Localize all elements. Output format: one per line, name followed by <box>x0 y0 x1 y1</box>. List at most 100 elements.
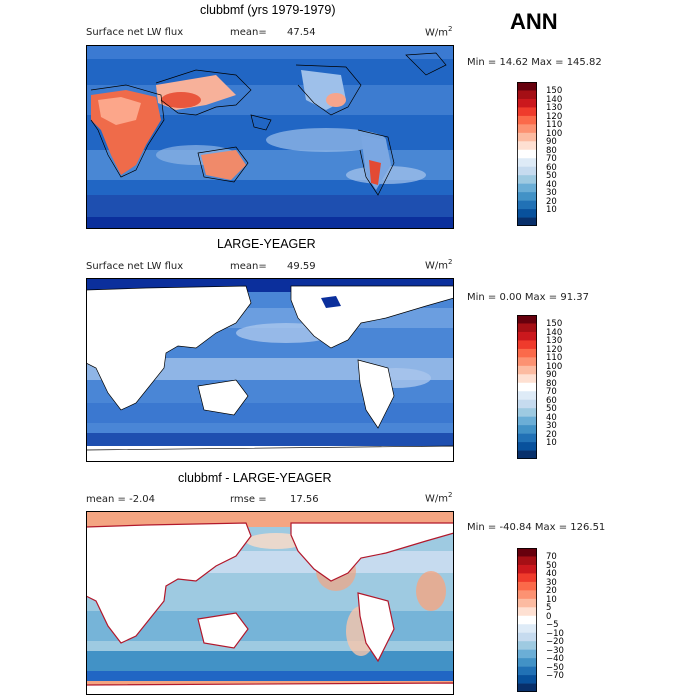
colorbar-swatch <box>517 124 537 134</box>
panel3-mean: mean = -2.04 <box>86 494 155 505</box>
panel2-map <box>86 278 454 462</box>
colorbar-tick-label: −20 <box>546 637 564 648</box>
panel3-units: W/m2 <box>425 491 453 505</box>
colorbar-swatch <box>517 374 537 384</box>
panel2-mean-value: 49.59 <box>287 261 316 272</box>
colorbar-tick-label: 120 <box>546 344 563 355</box>
colorbar-swatch <box>517 632 537 642</box>
colorbar-swatch <box>517 683 537 692</box>
season-label: ANN <box>510 9 558 34</box>
colorbar-tick-label: 80 <box>546 378 557 389</box>
panel3-rmse-value: 17.56 <box>290 494 319 505</box>
colorbar-tick-label: 140 <box>546 327 563 338</box>
colorbar-tick-label: 30 <box>546 188 557 199</box>
panel2-colorbar-labels: 150 140 130 120 110 100 90 80 70 60 50 40 30 20 10 <box>546 316 586 460</box>
colorbar-swatch <box>517 209 537 218</box>
colorbar-swatch <box>517 666 537 676</box>
colorbar-tick-label: 150 <box>546 319 563 330</box>
colorbar-swatch <box>517 564 537 574</box>
colorbar-swatch <box>517 348 537 358</box>
colorbar-swatch <box>517 391 537 401</box>
colorbar-swatch <box>517 556 537 566</box>
colorbar-swatch <box>517 166 537 176</box>
colorbar-tick-label: 70 <box>546 154 557 165</box>
colorbar-tick-label: 20 <box>546 196 557 207</box>
colorbar-swatch <box>517 115 537 125</box>
colorbar-tick-label: −10 <box>546 628 564 639</box>
panel1-mean-label: mean= <box>230 27 267 38</box>
colorbar-tick-label: 30 <box>546 421 557 432</box>
panel2-colorbar <box>517 315 537 459</box>
colorbar-swatch <box>517 183 537 193</box>
colorbar-tick-label: 10 <box>546 205 557 216</box>
colorbar-tick-label: −30 <box>546 645 564 656</box>
colorbar-swatch <box>517 340 537 350</box>
colorbar-tick-label: 80 <box>546 145 557 156</box>
colorbar-tick-label: 50 <box>546 560 557 571</box>
colorbar-tick-label: 120 <box>546 111 563 122</box>
colorbar-tick-label: 70 <box>546 387 557 398</box>
colorbar-tick-label: 110 <box>546 353 563 364</box>
colorbar-swatch <box>517 90 537 100</box>
colorbar-swatch <box>517 217 537 226</box>
colorbar-tick-label: 90 <box>546 370 557 381</box>
colorbar-swatch <box>517 590 537 600</box>
colorbar-swatch <box>517 141 537 151</box>
panel2-mean-label: mean= <box>230 261 267 272</box>
colorbar-swatch <box>517 641 537 650</box>
panel3-colorbar-labels: 70 50 40 30 20 10 5 0 −5 −10 −20 −30 −40 −50 −70 <box>546 549 586 693</box>
colorbar-tick-label: 40 <box>546 412 557 423</box>
colorbar-tick-label: −50 <box>546 662 564 673</box>
colorbar-swatch <box>517 607 537 617</box>
colorbar-tick-label: 20 <box>546 429 557 440</box>
colorbar-swatch <box>517 649 537 659</box>
colorbar-tick-label: 10 <box>546 438 557 449</box>
panel3-map <box>86 511 454 695</box>
colorbar-tick-label: 140 <box>546 94 563 105</box>
panel3-colorbar <box>517 548 537 692</box>
colorbar-swatch <box>517 107 537 117</box>
panel1-title: clubbmf (yrs 1979-1979) <box>200 3 336 17</box>
colorbar-tick-label: 50 <box>546 171 557 182</box>
panel2-field-label: Surface net LW flux <box>86 261 184 272</box>
panel1-range: Min = 14.62 Max = 145.82 <box>467 57 602 68</box>
colorbar-tick-label: 10 <box>546 594 557 605</box>
colorbar-tick-label: −5 <box>546 620 559 631</box>
colorbar-swatch <box>517 200 537 210</box>
colorbar-swatch <box>517 581 537 591</box>
colorbar-swatch <box>517 315 537 324</box>
panel3-range: Min = -40.84 Max = 126.51 <box>467 522 606 533</box>
colorbar-swatch <box>517 82 537 91</box>
colorbar-swatch <box>517 399 537 409</box>
colorbar-tick-label: 110 <box>546 120 563 131</box>
colorbar-tick-label: −70 <box>546 671 564 682</box>
panel1-field-label: Surface net LW flux <box>86 27 184 38</box>
colorbar-tick-label: 30 <box>546 577 557 588</box>
colorbar-swatch <box>517 365 537 375</box>
colorbar-tick-label: 130 <box>546 336 563 347</box>
colorbar-swatch <box>517 573 537 583</box>
colorbar-tick-label: 150 <box>546 86 563 97</box>
panel1-map <box>86 45 454 229</box>
colorbar-swatch <box>517 323 537 333</box>
panel3-rmse-label: rmse = <box>230 494 267 505</box>
colorbar-swatch <box>517 624 537 634</box>
colorbar-swatch <box>517 548 537 557</box>
colorbar-tick-label: 0 <box>546 611 552 622</box>
colorbar-tick-label: −40 <box>546 654 564 665</box>
colorbar-swatch <box>517 615 537 625</box>
panel2-range: Min = 0.00 Max = 91.37 <box>467 292 589 303</box>
panel1-colorbar-labels: 150 140 130 120 110 100 90 80 70 60 50 40 30 20 10 <box>546 83 586 227</box>
colorbar-tick-label: 100 <box>546 361 563 372</box>
colorbar-tick-label: 70 <box>546 552 557 563</box>
colorbar-swatch <box>517 158 537 168</box>
colorbar-swatch <box>517 598 537 608</box>
colorbar-swatch <box>517 416 537 426</box>
colorbar-swatch <box>517 149 537 159</box>
colorbar-swatch <box>517 175 537 184</box>
colorbar-swatch <box>517 433 537 443</box>
colorbar-tick-label: 40 <box>546 569 557 580</box>
colorbar-swatch <box>517 331 537 341</box>
colorbar-tick-label: 60 <box>546 395 557 406</box>
panel2-title: LARGE-YEAGER <box>217 237 316 251</box>
